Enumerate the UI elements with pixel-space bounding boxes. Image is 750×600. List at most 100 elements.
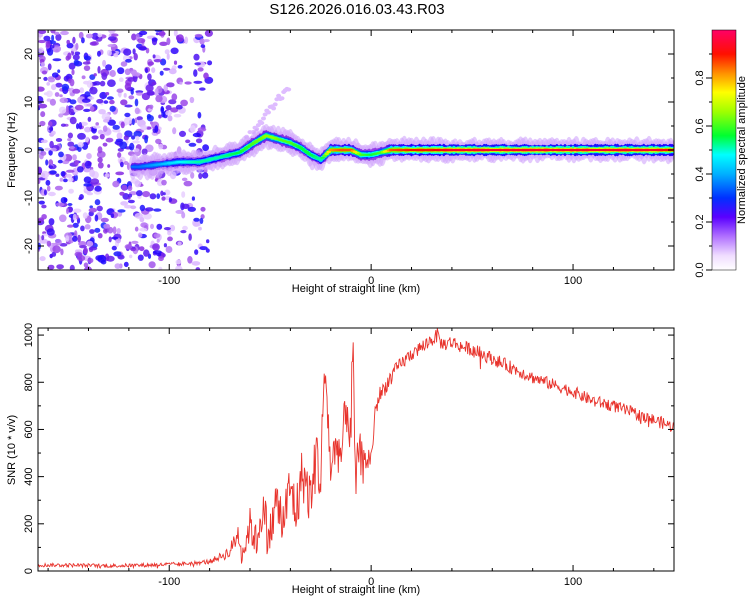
noise-blob <box>116 228 121 235</box>
noise-blob <box>55 202 65 207</box>
snr-series-line <box>38 328 674 570</box>
noise-blob <box>72 235 78 242</box>
colorbar-tick-label: 0.8 <box>694 70 706 85</box>
noise-blob <box>51 84 57 91</box>
noise-blob <box>45 40 51 48</box>
noise-blob <box>86 80 93 88</box>
noise-blob <box>108 30 116 34</box>
noise-blob <box>124 68 131 76</box>
noise-blob <box>123 93 127 98</box>
noise-blob <box>135 135 140 141</box>
x-tick-label: 100 <box>564 275 582 287</box>
noise-blob <box>89 41 97 46</box>
x-tick-label: -100 <box>158 576 180 588</box>
noise-blob <box>175 265 183 270</box>
noise-blob <box>102 59 107 67</box>
noise-blob <box>61 83 70 91</box>
noise-blob <box>204 30 213 37</box>
noise-blob <box>40 111 46 118</box>
noise-blob <box>118 77 124 82</box>
noise-blob <box>68 108 75 116</box>
noise-blob <box>144 135 149 144</box>
noise-blob <box>115 138 124 142</box>
y-tick-label: 800 <box>23 373 35 391</box>
spectrogram-ylabel: Frequency (Hz) <box>6 112 18 188</box>
noise-blob <box>173 60 178 65</box>
noise-blob <box>167 115 173 122</box>
noise-blob <box>173 30 178 37</box>
noise-blob <box>59 94 63 98</box>
noise-blob <box>48 165 54 169</box>
noise-blob <box>39 256 46 262</box>
noise-blob <box>137 254 144 261</box>
noise-blob <box>51 72 59 78</box>
noise-blob <box>44 147 51 151</box>
noise-blob <box>202 144 210 152</box>
noise-blob <box>145 67 148 74</box>
noise-blob <box>38 200 45 205</box>
noise-blob <box>161 179 167 186</box>
noise-blob <box>60 30 69 36</box>
noise-blob <box>78 241 87 247</box>
noise-blob <box>46 228 55 236</box>
noise-blob <box>63 178 68 183</box>
noise-blob <box>43 35 51 42</box>
streak-blob <box>279 96 285 101</box>
noise-blob <box>145 207 154 212</box>
noise-blob <box>63 197 68 203</box>
noise-blob <box>139 204 146 212</box>
streak-blob <box>261 116 266 121</box>
noise-blob <box>107 226 114 234</box>
noise-blob <box>165 105 172 111</box>
noise-blob <box>54 92 60 97</box>
noise-blob <box>172 127 177 135</box>
noise-blob <box>91 32 100 40</box>
streak-blob <box>286 87 292 92</box>
noise-blob <box>107 36 117 41</box>
noise-blob <box>41 214 47 220</box>
noise-blob <box>148 261 156 269</box>
noise-blob <box>117 152 122 158</box>
noise-blob <box>116 132 123 140</box>
noise-blob <box>123 161 129 165</box>
noise-blob <box>72 88 81 94</box>
noise-blob <box>136 92 143 96</box>
noise-blob <box>146 113 152 119</box>
noise-blob <box>162 192 166 196</box>
y-tick-label: 10 <box>23 96 35 108</box>
noise-blob <box>177 241 182 246</box>
noise-blob <box>195 267 201 270</box>
noise-blob <box>193 80 203 84</box>
figure-title: S126.2026.016.03.43.R03 <box>269 1 444 18</box>
noise-blob <box>90 178 100 185</box>
noise-blob <box>193 69 198 77</box>
noise-blob <box>130 89 134 95</box>
noise-blob <box>115 171 125 176</box>
noise-blob <box>197 127 207 132</box>
noise-blob <box>145 144 154 153</box>
noise-blob <box>69 92 76 97</box>
noise-blob <box>124 82 132 91</box>
noise-blob <box>160 58 167 66</box>
noise-blob <box>149 104 154 110</box>
noise-blob <box>169 224 176 232</box>
noise-blob <box>107 79 116 87</box>
noise-blob <box>43 76 48 81</box>
noise-blob <box>165 246 173 253</box>
y-tick-label: 0 <box>23 568 35 574</box>
noise-blob <box>197 67 204 72</box>
noise-blob <box>60 171 66 177</box>
noise-blob <box>136 190 143 197</box>
colorbar: 0.0 0.2 0.4 0.6 0.8 Normalized spectral ampl… <box>694 29 748 278</box>
noise-blob <box>165 110 173 116</box>
noise-blob <box>72 222 79 228</box>
noise-blob <box>189 125 196 133</box>
noise-blob <box>50 147 57 152</box>
noise-blob <box>132 140 141 144</box>
noise-blob <box>38 96 44 104</box>
noise-blob <box>85 136 89 143</box>
ridge-cell <box>322 154 328 157</box>
noise-blob <box>40 139 48 144</box>
noise-blob <box>114 263 121 269</box>
noise-blob <box>99 133 105 140</box>
